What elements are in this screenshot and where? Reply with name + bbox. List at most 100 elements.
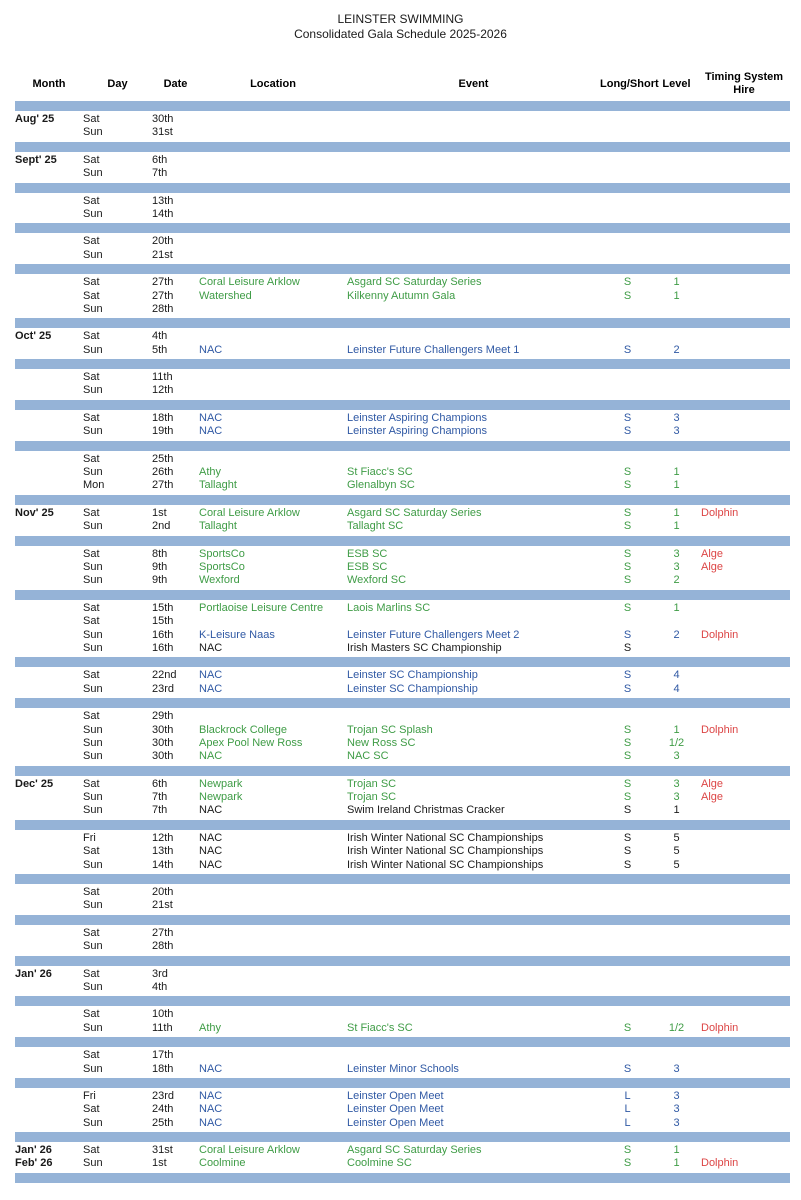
cell-long-short: S <box>623 1157 632 1170</box>
cell-timing-system-hire <box>698 453 790 466</box>
cell-timing-system-hire <box>698 384 790 397</box>
cell-timing-system-hire <box>698 750 790 763</box>
separator-bar <box>15 657 790 668</box>
cell-date: 21st <box>152 248 173 261</box>
cell-event: St Fiacc's SC <box>347 466 413 479</box>
cell-date: 30th <box>152 113 174 125</box>
cell-long-short: S <box>623 276 632 289</box>
cell-timing-system-hire: Dolphin <box>701 1157 739 1170</box>
separator-bar <box>15 182 790 193</box>
cell-level <box>655 453 698 466</box>
cell-location <box>199 195 347 208</box>
cell-month <box>15 344 83 357</box>
cell-day: Sun <box>83 520 103 533</box>
cell-day: Sun <box>83 804 103 817</box>
cell-date: 29th <box>152 710 174 723</box>
cell-day: Sun <box>83 343 103 356</box>
cell-event: Leinster Aspiring Champions <box>347 425 488 438</box>
cell-level <box>655 642 698 655</box>
cell-date: 27th <box>152 289 174 302</box>
cell-location: NAC <box>199 804 223 817</box>
cell-month <box>15 167 83 180</box>
cell-level <box>655 1049 698 1062</box>
table-row: Fri 12th NAC Irish Winter National SC Champ… <box>15 832 790 845</box>
cell-month <box>15 737 83 750</box>
cell-level: 3 <box>673 1089 680 1102</box>
cell-event: ESB SC <box>347 547 388 560</box>
cell-event: Asgard SC Saturday Series <box>347 1144 482 1157</box>
separator-bar <box>15 223 790 234</box>
cell-day: Sun <box>83 384 103 397</box>
table-row: Sun 9th Wexford Wexford SC S 2 <box>15 574 790 587</box>
cell-long-short <box>600 1008 655 1021</box>
cell-level <box>655 195 698 208</box>
separator-bar <box>15 141 790 152</box>
cell-location: K-Leisure Naas <box>199 628 275 641</box>
cell-long-short: S <box>623 560 632 573</box>
cell-level <box>655 710 698 723</box>
cell-timing-system-hire <box>698 1063 790 1076</box>
cell-location: NAC <box>199 750 223 763</box>
cell-date: 25th <box>152 452 174 465</box>
cell-day: Sun <box>83 574 103 587</box>
cell-long-short: S <box>623 1021 632 1034</box>
cell-event: Trojan SC <box>347 791 397 804</box>
cell-level <box>655 1008 698 1021</box>
cell-month <box>15 859 83 872</box>
cell-event: Wexford SC <box>347 574 407 587</box>
cell-timing-system-hire: Alge <box>701 547 724 560</box>
cell-month <box>15 683 83 696</box>
cell-day: Sun <box>83 207 103 220</box>
cell-location <box>199 167 347 180</box>
table-row: Sat 13th NAC Irish Winter National SC Champ… <box>15 845 790 858</box>
cell-event <box>347 113 600 126</box>
cell-day: Sat <box>83 276 100 289</box>
cell-long-short <box>600 710 655 723</box>
cell-month: Jan' 26 <box>15 1144 52 1157</box>
cell-level <box>655 208 698 221</box>
separator-bar <box>15 101 790 111</box>
cell-event: Leinster SC Championship <box>347 669 478 682</box>
cell-long-short <box>600 303 655 316</box>
cell-timing-system-hire <box>698 940 790 953</box>
cell-timing-system-hire <box>698 981 790 994</box>
table-row: Sat 20th <box>15 886 790 899</box>
cell-event <box>347 899 600 912</box>
cell-location: NAC <box>199 831 223 844</box>
table-row: Sat 27th Watershed Kilkenny Autumn Gala S 1 <box>15 290 790 303</box>
table-row: Sun 21st <box>15 249 790 262</box>
table-row: Dec' 25 Sat 6th Newpark Trojan SC S 3 Alge <box>15 778 790 791</box>
cell-month <box>15 453 83 466</box>
cell-timing-system-hire <box>698 303 790 316</box>
cell-day: Sat <box>83 330 100 343</box>
cell-month <box>15 724 83 737</box>
cell-location <box>199 154 347 167</box>
cell-date: 23rd <box>152 682 175 695</box>
cell-long-short: S <box>623 425 632 438</box>
cell-location: SportsCo <box>199 547 245 560</box>
cell-long-short <box>600 208 655 221</box>
cell-long-short <box>600 235 655 248</box>
cell-month <box>15 927 83 940</box>
cell-month <box>15 1063 83 1076</box>
table-row: Sun 28th <box>15 940 790 953</box>
cell-date: 10th <box>152 1008 174 1021</box>
cell-long-short <box>600 126 655 139</box>
cell-date: 18th <box>152 411 174 424</box>
cell-day: Sat <box>83 615 100 628</box>
cell-timing-system-hire <box>698 1103 790 1116</box>
cell-timing-system-hire <box>698 845 790 858</box>
cell-date: 7th <box>152 167 168 180</box>
cell-location <box>199 899 347 912</box>
cell-month <box>15 804 83 817</box>
separator-bar <box>15 535 790 546</box>
cell-location: NAC <box>199 845 223 858</box>
table-row: Sat 27th <box>15 927 790 940</box>
cell-level: 2 <box>673 574 680 587</box>
cell-event: New Ross SC <box>347 736 416 749</box>
cell-long-short <box>600 899 655 912</box>
cell-event <box>347 330 600 343</box>
cell-location <box>199 235 347 248</box>
cell-date: 9th <box>152 574 168 587</box>
cell-location: Watershed <box>199 289 252 302</box>
